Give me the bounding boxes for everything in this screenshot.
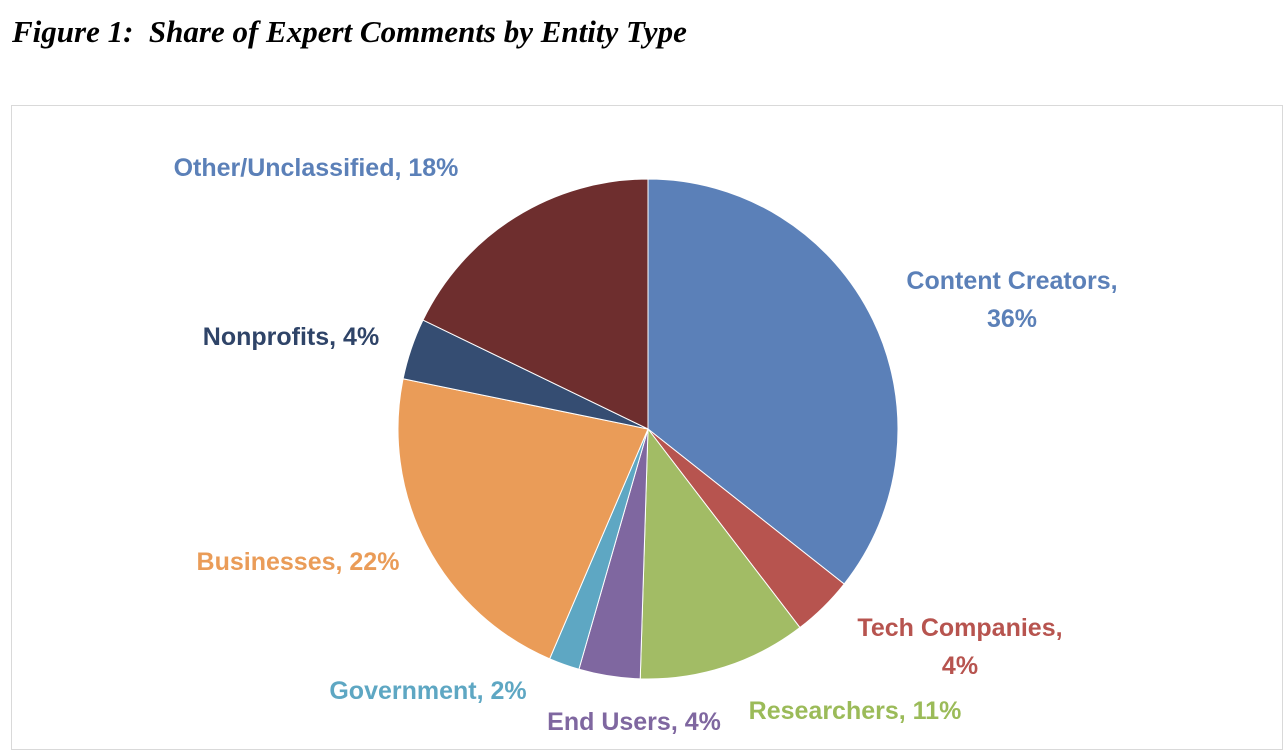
pie-slice-businesses — [397, 378, 649, 660]
pie-slice-researchers — [639, 427, 801, 680]
pie-slice-content-creators — [647, 178, 899, 585]
slice-label-tech-companies: Tech Companies, 4% — [857, 614, 1062, 680]
slice-label-researchers: Researchers, 11% — [749, 697, 962, 725]
slice-label-nonprofits: Nonprofits, 4% — [203, 323, 379, 351]
slice-label-government: Government, 2% — [329, 677, 526, 705]
chart-frame — [11, 105, 1283, 750]
pie-slice-other-unclassified — [422, 178, 649, 430]
slice-label-end-users: End Users, 4% — [547, 708, 721, 736]
slice-label-other-unclassified: Other/Unclassified, 18% — [174, 154, 459, 182]
figure-title: Figure 1: Share of Expert Comments by En… — [12, 14, 687, 49]
slice-label-businesses: Businesses, 22% — [197, 548, 400, 576]
slice-label-content-creators: Content Creators, 36% — [906, 267, 1117, 333]
